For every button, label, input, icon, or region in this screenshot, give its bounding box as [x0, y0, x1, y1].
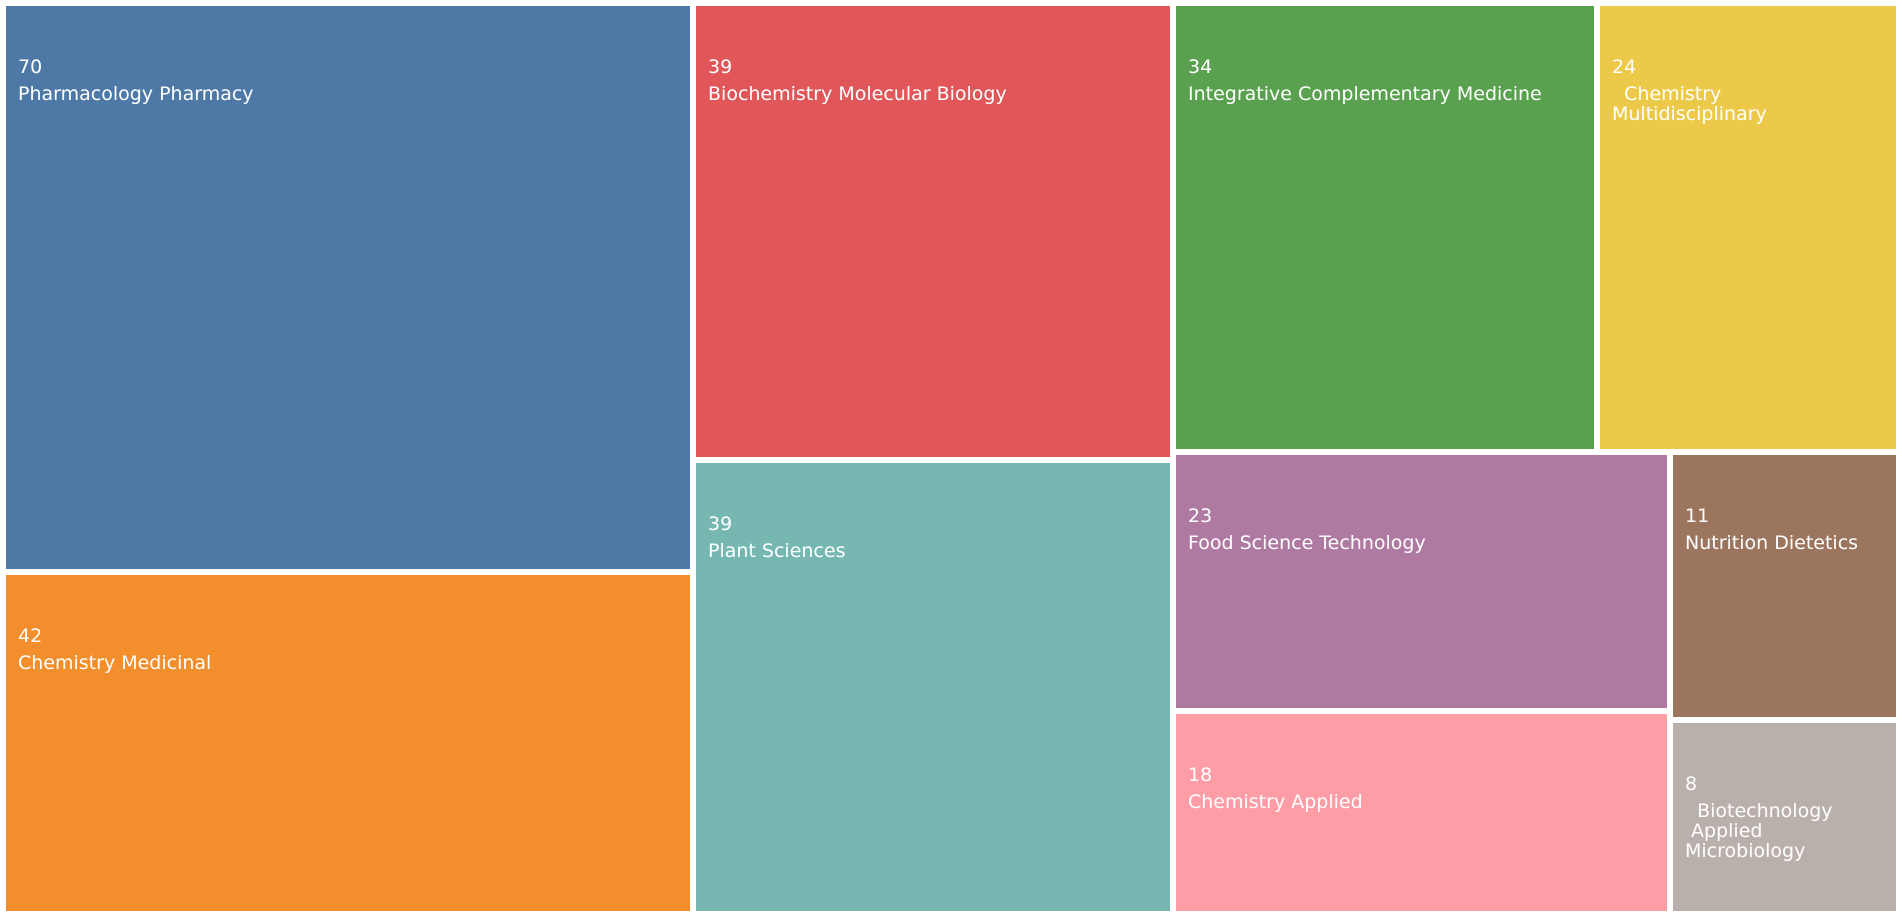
treemap-tile-integrative-complementary-medicine: 34 Integrative Complementary Medicine — [1176, 6, 1594, 449]
treemap-tile-chemistry-multidisciplinary: 24 Chemistry Multidisciplinary — [1600, 6, 1896, 449]
treemap-tile-food-science-technology: 23 Food Science Technology — [1176, 455, 1667, 708]
tile-label: Chemistry Multidisciplinary — [1612, 83, 1767, 125]
treemap-tile-biochemistry-molecular-biology: 39 Biochemistry Molecular Biology — [696, 6, 1170, 457]
treemap-tile-biotechnology-applied-microbiology: 8 Biotechnology Applied Microbiology — [1673, 723, 1896, 911]
treemap-tile-nutrition-dietetics: 11 Nutrition Dietetics — [1673, 455, 1896, 717]
tile-label: Nutrition Dietetics — [1685, 532, 1859, 554]
tile-label: Plant Sciences — [708, 540, 846, 562]
treemap-tile-chemistry-medicinal: 42 Chemistry Medicinal — [6, 575, 690, 911]
tile-value: 34 — [1188, 56, 1213, 78]
tile-value: 42 — [18, 625, 43, 647]
tile-label: Chemistry Medicinal — [18, 652, 212, 674]
tile-value: 18 — [1188, 764, 1213, 786]
tile-label: Integrative Complementary Medicine — [1188, 83, 1542, 105]
tile-value: 39 — [708, 56, 733, 78]
tile-label: Pharmacology Pharmacy — [18, 83, 254, 105]
tile-value: 11 — [1685, 505, 1710, 527]
tile-value: 24 — [1612, 56, 1637, 78]
tile-value: 8 — [1685, 773, 1698, 795]
tile-value: 39 — [708, 513, 733, 535]
tile-label: Chemistry Applied — [1188, 791, 1363, 813]
tile-value: 70 — [18, 56, 43, 78]
tile-label: Biochemistry Molecular Biology — [708, 83, 1007, 105]
tile-label: Biotechnology Applied Microbiology — [1685, 800, 1833, 862]
tile-label: Food Science Technology — [1188, 532, 1426, 554]
treemap-tile-plant-sciences: 39 Plant Sciences — [696, 463, 1170, 911]
treemap-tile-chemistry-applied: 18 Chemistry Applied — [1176, 714, 1667, 911]
treemap-tile-pharmacology-pharmacy: 70 Pharmacology Pharmacy — [6, 6, 690, 569]
tile-value: 23 — [1188, 505, 1213, 527]
